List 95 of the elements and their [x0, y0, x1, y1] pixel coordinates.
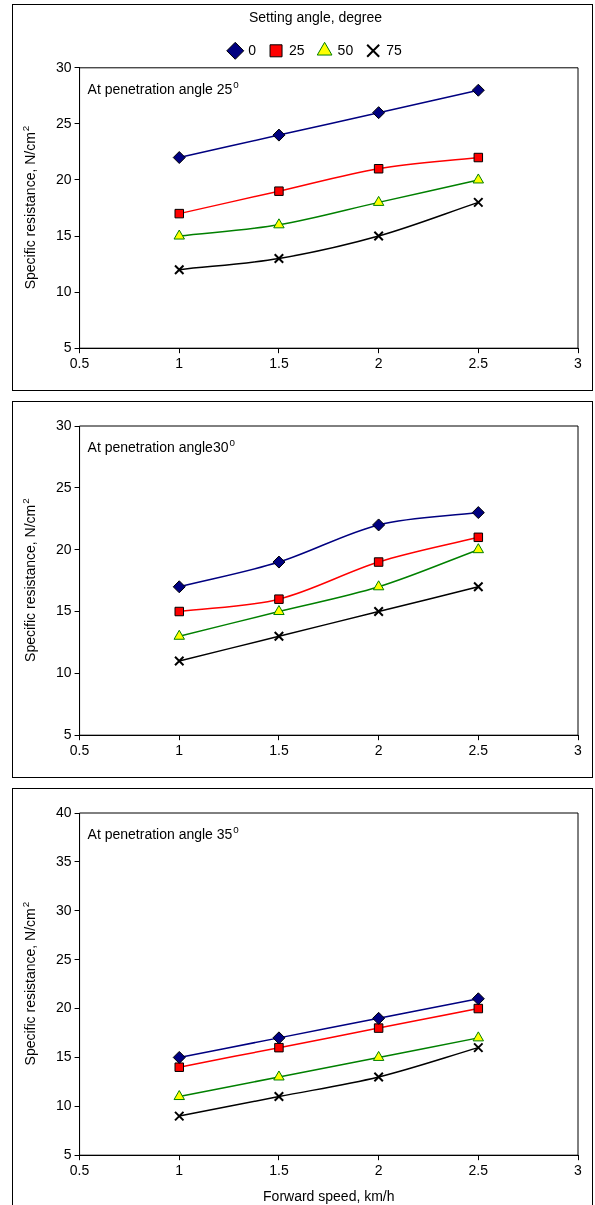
- y-tick-label: 5: [63, 726, 72, 743]
- point: [373, 230, 384, 242]
- x-tick-label: 1.5: [269, 1162, 289, 1179]
- point: [273, 218, 285, 229]
- x-tick-label: 3: [574, 355, 583, 372]
- x-tick-label: 2.5: [468, 1162, 489, 1179]
- point: [174, 606, 184, 617]
- point: [373, 557, 384, 567]
- x-tick-label: 2: [374, 742, 383, 759]
- y-tick-label: 15: [55, 602, 72, 619]
- point: [273, 1070, 285, 1081]
- y-tick-label: 20: [55, 170, 72, 187]
- y-tick-label: 40: [55, 803, 72, 820]
- point: [272, 1031, 286, 1045]
- x-tick-label: 1: [175, 742, 184, 759]
- x-tick-label: 1: [175, 1162, 184, 1179]
- point: [174, 208, 184, 219]
- x-tick-label: 1.5: [269, 742, 289, 759]
- y-tick-label: 30: [55, 416, 72, 433]
- y-tick-label: 5: [63, 1146, 72, 1163]
- point: [172, 151, 186, 165]
- point: [273, 253, 285, 264]
- x-tick-label: 2: [374, 355, 383, 372]
- point: [472, 543, 485, 554]
- point: [173, 229, 185, 240]
- legend-title: Setting angle, degree: [248, 8, 383, 25]
- point: [174, 1110, 185, 1122]
- point: [373, 164, 384, 174]
- point: [372, 1011, 386, 1025]
- y-tick-label: 10: [55, 282, 72, 299]
- point: [172, 1050, 186, 1064]
- point: [174, 1062, 184, 1072]
- point: [172, 580, 186, 594]
- point: [472, 1031, 485, 1042]
- point: [174, 655, 185, 667]
- point: [272, 128, 286, 142]
- y-tick-label: 10: [55, 664, 72, 681]
- point: [273, 631, 285, 642]
- x-tick-label: 0.5: [69, 1162, 90, 1179]
- point: [372, 580, 385, 591]
- legend-label: 75: [386, 41, 402, 58]
- x-tick-label: 0.5: [69, 742, 90, 759]
- y-tick-label: 30: [55, 58, 72, 75]
- y-tick-label: 20: [55, 999, 72, 1016]
- point: [273, 605, 285, 616]
- point: [174, 264, 185, 275]
- point: [274, 1042, 284, 1053]
- y-tick-label: 35: [55, 852, 72, 869]
- x-tick-label: 1: [175, 355, 184, 372]
- x-tick-label: 1.5: [269, 355, 289, 372]
- point: [372, 1050, 385, 1061]
- point: [372, 106, 386, 120]
- point: [273, 1091, 285, 1102]
- point: [372, 518, 386, 532]
- point: [471, 992, 485, 1006]
- y-tick-label: 25: [55, 950, 72, 967]
- point: [373, 1023, 384, 1033]
- legend-label: 25: [289, 41, 305, 58]
- point: [472, 173, 485, 184]
- point: [473, 197, 484, 208]
- y-tick-label: 25: [55, 478, 72, 495]
- point: [373, 606, 384, 617]
- point: [473, 1042, 484, 1053]
- point: [473, 581, 484, 593]
- point: [372, 195, 385, 206]
- y-tick-label: 20: [55, 540, 72, 557]
- point: [473, 1003, 484, 1014]
- y-tick-label: 10: [55, 1097, 72, 1114]
- y-axis-title: Specific resistance, N/cm2: [19, 125, 38, 290]
- x-tick-label: 2.5: [468, 355, 489, 372]
- y-tick-label: 5: [63, 339, 72, 356]
- point: [473, 152, 484, 163]
- y-tick-label: 25: [55, 114, 72, 131]
- x-tick-label: 2: [374, 1162, 383, 1179]
- y-tick-label: 15: [55, 1048, 72, 1065]
- x-tick-label: 0.5: [69, 355, 90, 372]
- x-tick-label: 3: [574, 742, 583, 759]
- point: [272, 555, 286, 569]
- legend-label: 0: [248, 41, 257, 58]
- point: [173, 629, 185, 640]
- y-axis-title: Specific resistance, N/cm2: [19, 901, 38, 1066]
- point: [471, 83, 485, 97]
- legend-label: 50: [337, 41, 354, 58]
- point: [274, 186, 284, 196]
- x-axis-title: Forward speed, km/h: [263, 1188, 395, 1204]
- y-tick-label: 15: [55, 226, 72, 243]
- x-tick-label: 3: [574, 1162, 583, 1179]
- y-axis-title: Specific resistance, N/cm2: [19, 498, 38, 662]
- point: [373, 1071, 384, 1083]
- point: [173, 1090, 185, 1101]
- y-tick-label: 30: [55, 901, 72, 918]
- x-tick-label: 2.5: [468, 742, 489, 759]
- point: [471, 506, 485, 520]
- point: [473, 532, 484, 543]
- point: [274, 594, 284, 604]
